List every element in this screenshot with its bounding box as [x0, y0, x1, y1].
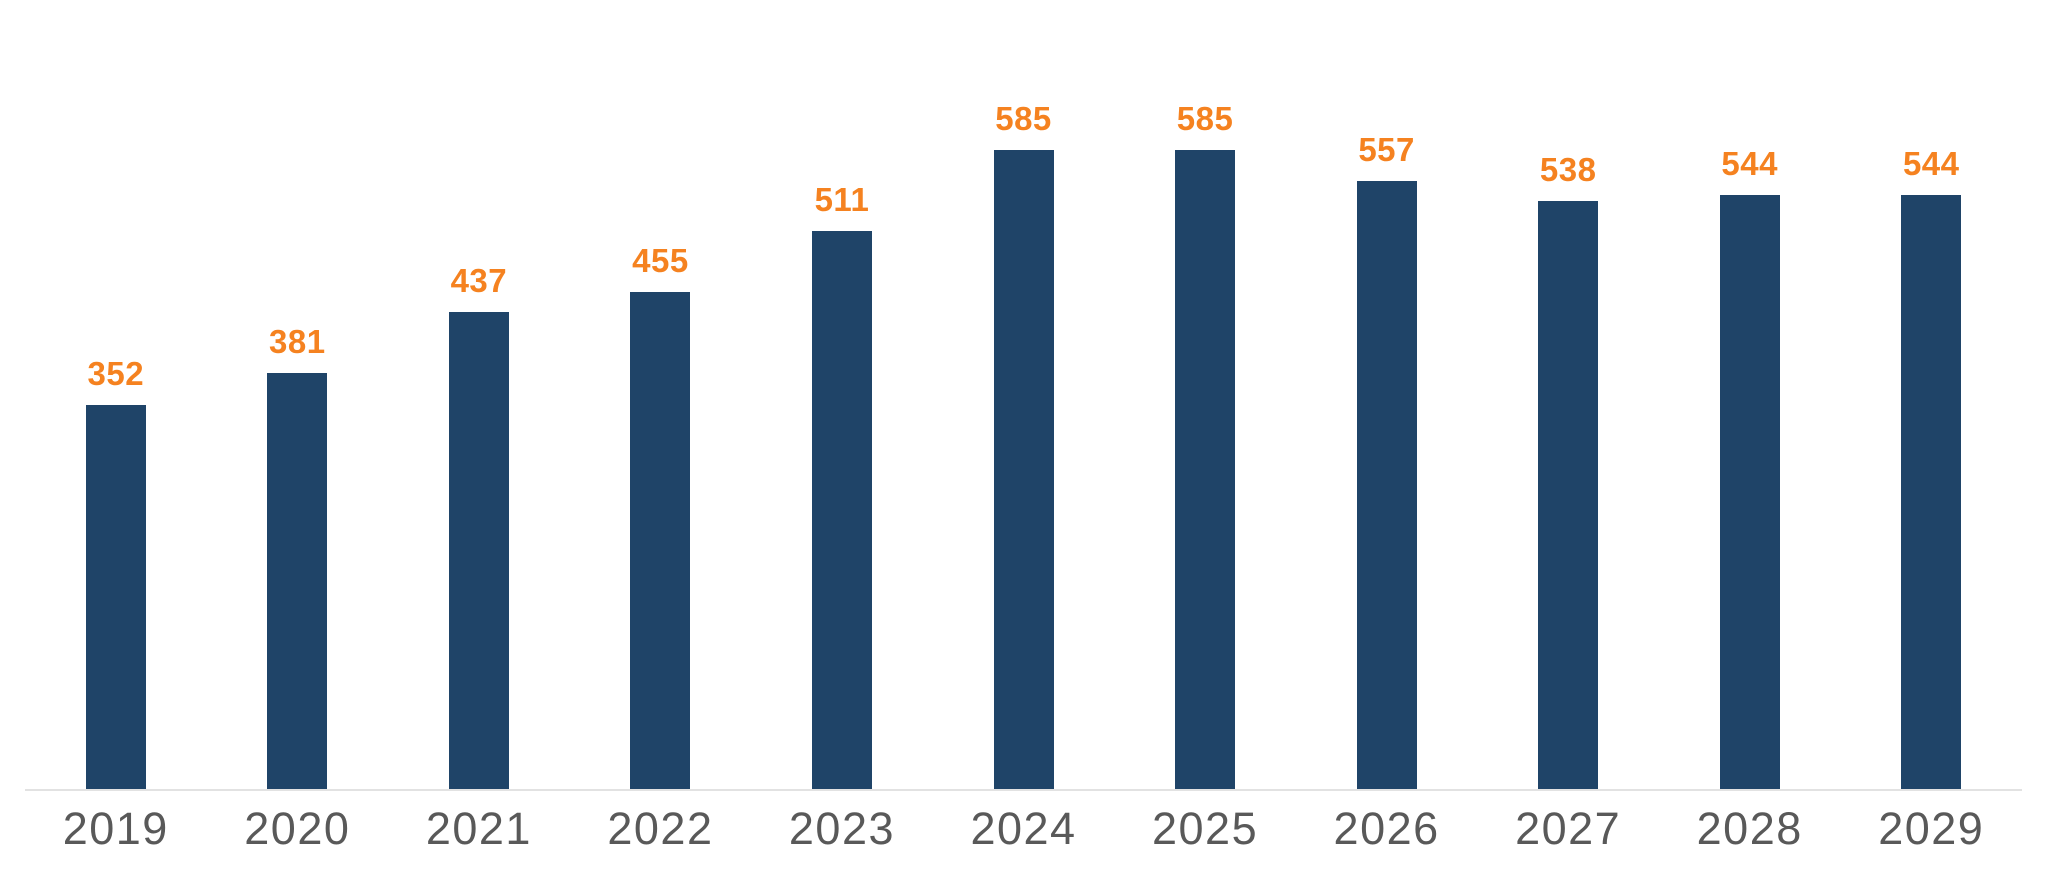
x-axis-tick-label: 2028: [1696, 803, 1803, 854]
bar-column: 585: [933, 0, 1115, 789]
bar: [1175, 150, 1236, 789]
bar: [1538, 201, 1599, 789]
bar-column: 544: [1840, 0, 2022, 789]
x-axis-tick-label: 2021: [425, 803, 532, 854]
bar-value-label: 557: [1358, 131, 1415, 168]
x-axis-tick-label: 2022: [607, 803, 714, 854]
bar-column: 544: [1659, 0, 1841, 789]
bar: [1901, 195, 1962, 789]
bar-column: 538: [1477, 0, 1659, 789]
bar-value-label: 437: [450, 262, 508, 299]
bar-value-label: 585: [1176, 100, 1234, 137]
bar-value-label: 511: [814, 181, 870, 218]
bar-column: 511: [751, 0, 933, 789]
bar-column: 381: [207, 0, 389, 789]
bar-value-label: 544: [1721, 145, 1778, 182]
x-axis-line: [25, 789, 2022, 791]
bar-value-label: 381: [269, 323, 326, 360]
bar: [85, 405, 146, 789]
bar-column: 455: [570, 0, 752, 789]
x-axis-tick-label: 2025: [1152, 803, 1259, 854]
bar-column: 352: [25, 0, 207, 789]
bar-value-label: 585: [995, 100, 1052, 137]
x-axis-tick-label: 2023: [788, 803, 896, 854]
bar-value-label: 455: [632, 242, 689, 279]
bar: [811, 231, 872, 789]
bar: [993, 150, 1054, 789]
x-axis-tick-label: 2029: [1878, 803, 1985, 854]
x-axis-labels: 2019 2020 2021 2022 2023 2024 2025 2026 …: [25, 806, 2022, 851]
x-axis-tick-label: 2020: [244, 803, 351, 854]
x-axis-tick-label: 2019: [62, 803, 169, 854]
bar-column: 437: [388, 0, 570, 789]
x-axis-tick-label: 2026: [1333, 803, 1440, 854]
x-axis-tick-label: 2027: [1515, 803, 1622, 854]
bar: [1356, 181, 1417, 789]
bar: [1719, 195, 1780, 789]
plot-area: 352 381 437 455 511 585 585 557 538 544: [25, 0, 2022, 789]
bar-value-label: 352: [87, 355, 145, 392]
bar-value-label: 544: [1902, 145, 1960, 182]
bar: [630, 292, 691, 789]
x-axis-tick-label: 2024: [970, 803, 1077, 854]
bar-column: 557: [1296, 0, 1478, 789]
bar: [448, 312, 509, 789]
bar-column: 585: [1114, 0, 1296, 789]
bar: [267, 373, 328, 789]
bar-value-label: 538: [1539, 151, 1597, 188]
